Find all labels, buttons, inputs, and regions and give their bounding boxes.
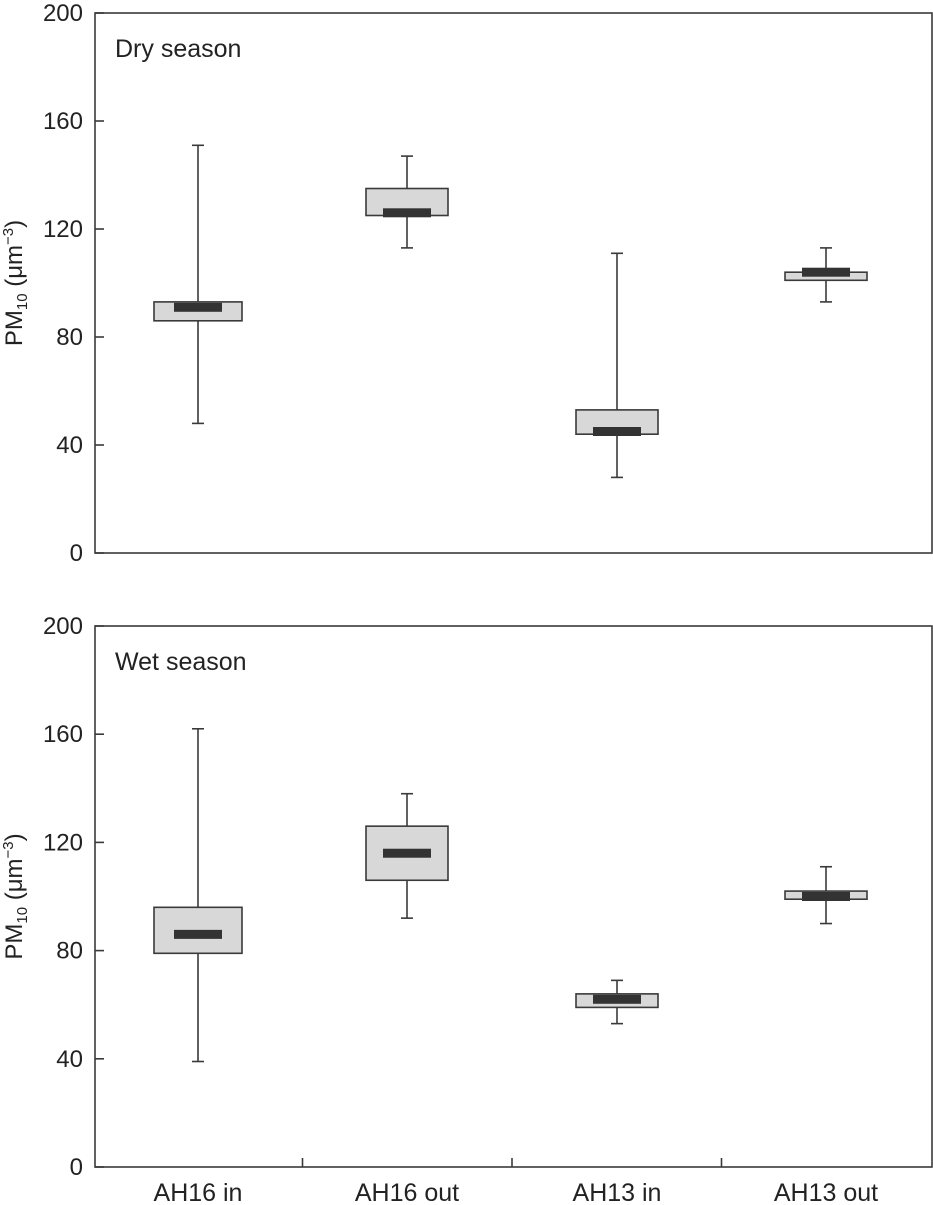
y-axis-label-subscript: 10 xyxy=(14,293,31,310)
x-tick-label: AH16 out xyxy=(355,1179,459,1205)
median-bar xyxy=(174,929,222,939)
y-tick-label: 200 xyxy=(43,0,83,27)
box-ah16-in xyxy=(153,727,243,1063)
y-axis-label-unit: (μm xyxy=(1,858,28,906)
y-tick-label: 120 xyxy=(43,216,83,243)
y-axis-label-unit: (μm xyxy=(1,245,28,293)
y-tick-label: 40 xyxy=(56,432,83,459)
panel-label: Dry season xyxy=(115,35,241,63)
y-axis-label: PM10 (μm−3) xyxy=(0,833,31,959)
median-bar xyxy=(593,427,641,436)
panel-wet-season: 0 40 80 120 160 200 PM10 (μm−3) Wet season AH16 … xyxy=(0,613,933,1205)
panel-dry-season: 0 40 80 120 160 200 PM10 (μm−3) Dry season xyxy=(0,0,933,567)
x-tick-label: AH13 in xyxy=(573,1179,662,1205)
y-tick-label: 160 xyxy=(43,721,83,748)
y-tick-label: 0 xyxy=(70,1154,83,1181)
plot-frame xyxy=(94,625,933,1168)
median-bar xyxy=(383,848,431,858)
y-axis-label-superscript: −3 xyxy=(0,228,17,245)
y-tick-label: 0 xyxy=(70,540,83,567)
y-axis-label-close: ) xyxy=(1,833,28,841)
y-tick-label: 80 xyxy=(56,324,83,351)
plot-frame xyxy=(94,12,933,554)
box-ah16-out xyxy=(365,792,449,919)
panel-label: Wet season xyxy=(115,648,247,676)
median-bar xyxy=(802,892,850,901)
median-bar xyxy=(802,267,850,277)
x-tick-label: AH13 out xyxy=(774,1179,878,1205)
box-ah16-in xyxy=(153,144,243,425)
box-ah13-out xyxy=(784,865,868,925)
y-tick-label: 40 xyxy=(56,1046,83,1073)
y-axis-label-superscript: −3 xyxy=(0,841,17,858)
box-ah16-out xyxy=(365,155,449,249)
box-ah13-in xyxy=(575,979,659,1025)
y-axis-label-subscript: 10 xyxy=(14,907,31,924)
y-axis-label: PM10 (μm−3) xyxy=(0,220,31,346)
median-bar xyxy=(593,994,641,1004)
y-tick-label: 200 xyxy=(43,613,83,640)
median-bar xyxy=(174,302,222,312)
y-axis-label-main: PM xyxy=(1,310,28,346)
y-tick-label: 120 xyxy=(43,829,83,856)
y-tick-label: 160 xyxy=(43,108,83,135)
median-bar xyxy=(383,208,431,218)
y-axis-label-main: PM xyxy=(1,924,28,960)
box-ah13-in xyxy=(575,252,659,479)
x-tick-label: AH16 in xyxy=(154,1179,243,1205)
y-tick-label: 80 xyxy=(56,938,83,965)
y-axis-label-close: ) xyxy=(1,220,28,228)
box-ah13-out xyxy=(784,247,868,303)
